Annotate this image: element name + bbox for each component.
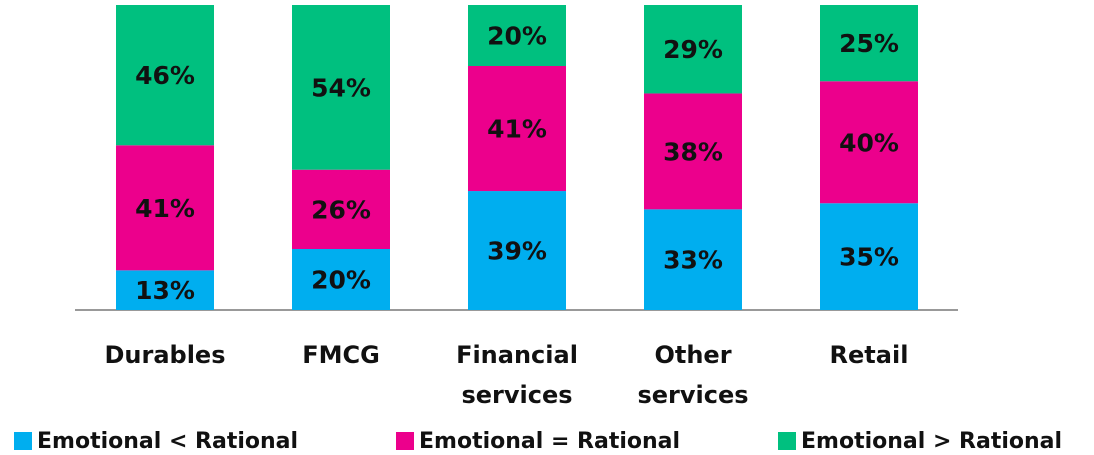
bar-segment [292,5,390,170]
value-label: 13% [135,276,195,305]
value-label: 40% [839,128,899,157]
value-label: 20% [311,266,371,295]
value-label: 46% [135,61,195,90]
bar-segment [116,270,214,310]
value-label: 39% [487,237,547,266]
bar-segment [644,209,742,310]
x-tick-label: FMCG [302,341,380,369]
legend-swatch [778,432,796,450]
bar-segment [644,93,742,210]
bar-segment [116,5,214,146]
bar-segment [292,169,390,249]
value-label: 25% [839,29,899,58]
value-label: 54% [311,73,371,102]
value-label: 20% [487,22,547,51]
legend-swatch [14,432,32,450]
value-label: 33% [663,246,723,275]
legend-label: Emotional < Rational [37,429,298,454]
bar-segment [468,191,566,310]
bar-segment [820,5,918,82]
value-label: 35% [839,243,899,272]
bar-segment [820,81,918,204]
x-tick-label: Financial services [456,341,578,409]
bar-segment [468,66,566,192]
bar-segment [116,145,214,271]
x-tick-label: Durables [104,341,225,369]
value-label: 41% [487,115,547,144]
bar-segment [820,203,918,310]
bar-segment [292,249,390,310]
value-label: 38% [663,137,723,166]
x-tick-label: Retail [830,341,909,369]
legend-label: Emotional = Rational [419,429,680,454]
bar-segment [644,5,742,94]
legend-swatch [396,432,414,450]
x-tick-label: Other services [637,341,748,409]
value-label: 29% [663,35,723,64]
value-label: 41% [135,194,195,223]
legend-label: Emotional > Rational [801,429,1062,454]
value-label: 26% [311,195,371,224]
bar-segment [468,5,566,66]
